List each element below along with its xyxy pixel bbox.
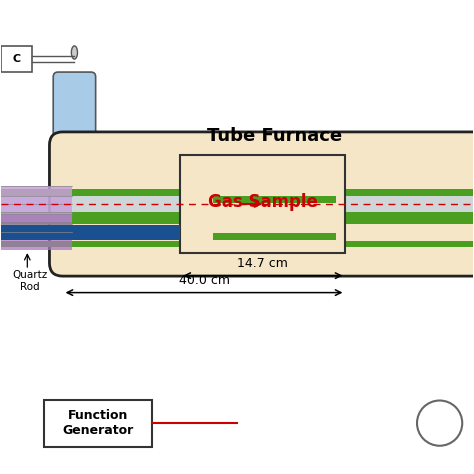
Text: C: C [13, 54, 21, 64]
Bar [1, 218, 473, 224]
Text: Gas Sample: Gas Sample [208, 192, 318, 210]
Text: Quartz
Rod: Quartz Rod [12, 270, 47, 292]
Bar [213, 233, 336, 240]
Bar [181, 155, 346, 254]
Circle shape [417, 401, 462, 446]
Bar [44, 400, 152, 447]
Text: Function
Generator: Function Generator [63, 409, 134, 437]
Bar [1, 196, 473, 212]
Ellipse shape [72, 46, 77, 59]
Text: 40.0 cm: 40.0 cm [179, 274, 229, 287]
Bar [1, 214, 72, 250]
Bar [1, 46, 32, 72]
Bar [1, 190, 473, 196]
Bar [1, 212, 473, 219]
Bar [1, 186, 72, 222]
Bar [1, 225, 181, 240]
Bar [1, 241, 473, 247]
FancyBboxPatch shape [49, 132, 474, 276]
FancyBboxPatch shape [53, 72, 96, 138]
Bar [213, 197, 336, 203]
Text: Tube Furnace: Tube Furnace [207, 127, 342, 145]
Text: 14.7 cm: 14.7 cm [237, 257, 288, 270]
